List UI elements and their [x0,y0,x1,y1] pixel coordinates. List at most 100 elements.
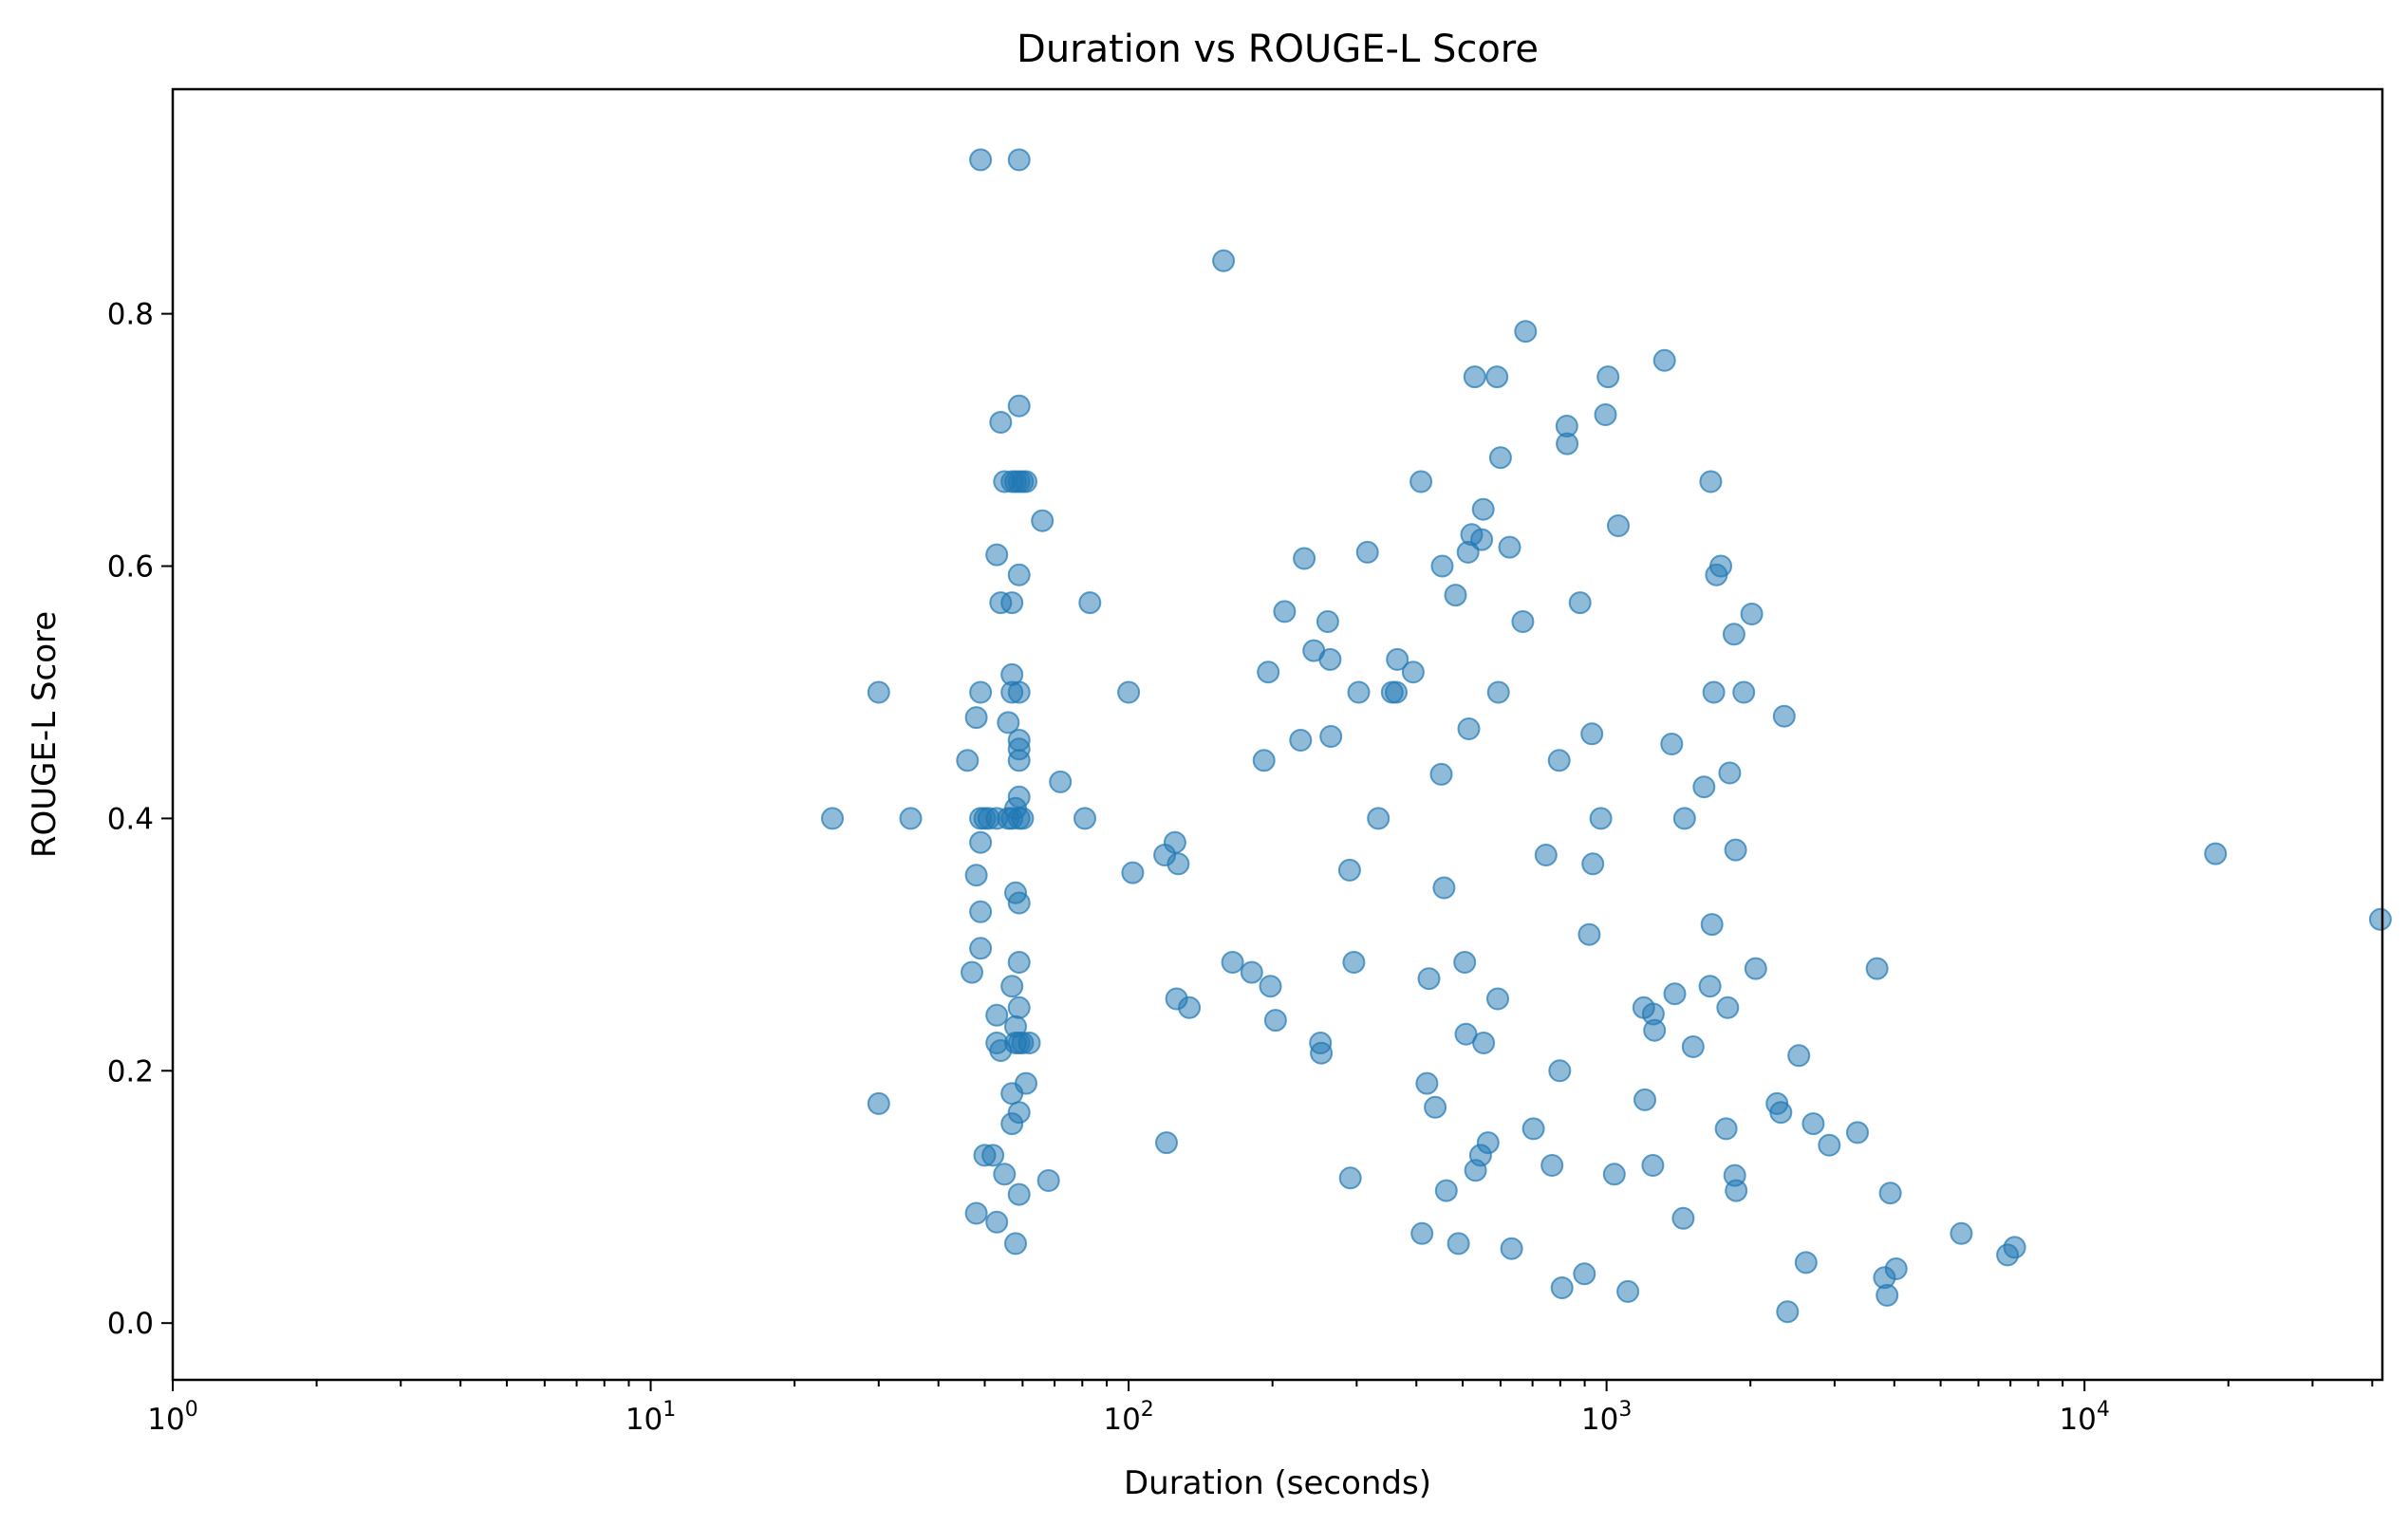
scatter-point [1155,1131,1178,1155]
scatter-point [1641,1154,1665,1177]
scatter-point [1259,975,1282,998]
scatter-point [1338,1166,1362,1190]
scatter-point [1801,1112,1825,1136]
scatter-point [1007,1182,1031,1206]
scatter-point [1316,610,1339,633]
scatter-point [1534,844,1558,866]
scatter-point [1004,1232,1027,1256]
x-tick-label: 100 [147,1398,197,1437]
scatter-point [1000,975,1024,998]
scatter-point [1007,563,1031,586]
scatter-point [961,960,983,984]
scatter-point [1318,647,1342,671]
scatter-point [1548,1059,1572,1083]
scatter-point [1007,394,1031,418]
ticks-layer: 0.0 0.2 0.4 0.6 0.8 100 101 102 103 104 [107,298,2374,1437]
scatter-point [981,1144,1005,1167]
scatter-point [1547,749,1571,772]
scatter-point [1500,1237,1523,1260]
scatter-point [1017,1032,1041,1054]
y-tick-label: 0.4 [107,802,154,836]
x-axis-label: Duration (seconds) [1124,1464,1431,1502]
scatter-point [964,706,988,730]
scatter-point [1577,922,1601,946]
scatter-point [1740,603,1764,625]
scatter-point [1410,1221,1434,1245]
scatter-point [821,807,844,830]
scatter-point [1401,661,1425,684]
scatter-point [2003,1236,2026,1259]
scatter-point [993,1163,1017,1186]
scatter-point [1672,807,1696,830]
scatter-point [1787,1044,1811,1068]
scatter-point [989,411,1013,434]
scatter-point [1776,1300,1800,1324]
scatter-point [964,1201,988,1225]
scatter-point [1434,1179,1458,1202]
scatter-point [1602,1163,1626,1186]
scatter-point [1698,975,1722,998]
scatter-point [2368,907,2392,931]
scatter-point [1337,858,1361,882]
scatter-point [1078,591,1102,615]
scatter-point [1007,1101,1031,1125]
scatter-point [1596,365,1620,389]
scatter-point [1589,807,1613,830]
scatter-point [1725,1179,1748,1202]
y-axis-label: ROUGE-L Score [26,611,64,858]
scatter-point [1386,647,1409,671]
scatter-point [1430,554,1454,578]
scatter-point [1471,497,1495,521]
scatter-point [1884,1257,1908,1280]
scatter-point [1865,957,1889,980]
scatter-point [1444,584,1467,607]
scatter-point [1240,960,1263,984]
scatter-point [1121,861,1145,884]
scatter-point [1007,996,1031,1019]
scatter-point [1744,957,1767,980]
scatter-point [969,900,993,923]
scatter-point [1818,1133,1841,1157]
chart-title: Duration vs ROUGE-L Score [1017,28,1539,71]
scatter-point [1846,1121,1869,1144]
scatter-point [1347,680,1371,704]
scatter-point [1252,749,1276,772]
scatter-point [1472,1032,1496,1054]
scatter-point [1463,365,1486,389]
scatter-point [1607,514,1630,537]
scatter-point [1447,1232,1470,1256]
scatter-point [1950,1221,1973,1245]
scatter-point [1633,1088,1656,1111]
scatter-point [1417,967,1441,991]
scatter-point [1470,528,1494,551]
scatter-point [1692,775,1716,799]
scatter-point [1432,876,1456,900]
scatter-point [1007,951,1031,974]
scatter-point [867,1091,890,1115]
scatter-point [1007,785,1031,809]
scatter-point [1289,729,1313,752]
scatter-point [1257,661,1280,684]
scatter-point [985,543,1009,567]
scatter-point [1310,1041,1334,1065]
scatter-point [1355,540,1379,564]
scatter-point [867,680,890,704]
scatter-point [1167,852,1190,876]
scatter-point [1342,951,1366,974]
scatter-point [1794,1251,1818,1275]
scatter-point [1616,1279,1640,1303]
scatter-point [1699,470,1723,493]
scatter-point [1367,807,1391,830]
scatter-point [1031,509,1055,532]
scatter-point [1580,722,1604,746]
scatter-point [1163,830,1186,854]
scatter-point [1594,403,1617,426]
scatter-point [1724,838,1747,862]
scatter-point [1015,470,1037,493]
scatter-point [1521,1117,1545,1141]
scatter-point [1221,951,1244,974]
scatter-point [1514,320,1538,344]
scatter-point [1007,749,1031,772]
points-layer [821,148,2392,1324]
